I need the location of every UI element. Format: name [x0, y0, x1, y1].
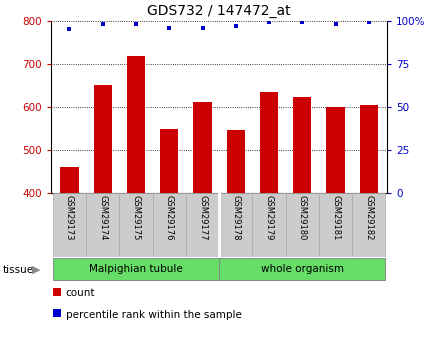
Text: GSM29180: GSM29180 [298, 195, 307, 240]
Point [66, 27, 73, 32]
Bar [219, 258, 385, 280]
Title: GDS732 / 147472_at: GDS732 / 147472_at [147, 4, 291, 18]
Text: Malpighian tubule: Malpighian tubule [89, 265, 183, 274]
Point [266, 20, 273, 25]
Bar [327, 107, 345, 193]
Text: ▶: ▶ [32, 265, 40, 275]
Bar [352, 193, 385, 257]
Bar [153, 193, 186, 257]
Text: GSM29175: GSM29175 [132, 195, 141, 240]
Point [133, 21, 140, 27]
Point [166, 25, 173, 30]
Text: GSM29178: GSM29178 [231, 195, 240, 240]
Bar [127, 56, 145, 193]
Bar [194, 102, 212, 193]
Point [232, 23, 239, 29]
Bar [119, 193, 153, 257]
Text: count: count [66, 288, 95, 298]
Bar [53, 193, 86, 257]
Text: GSM29173: GSM29173 [65, 195, 74, 240]
Bar [286, 193, 319, 257]
Text: tissue: tissue [2, 265, 33, 275]
Point [199, 25, 206, 30]
Bar [160, 129, 178, 193]
Bar [219, 193, 252, 257]
Bar [293, 98, 311, 193]
Point [99, 21, 106, 27]
Bar [360, 105, 378, 193]
Text: GSM29177: GSM29177 [198, 195, 207, 240]
Point [365, 20, 372, 25]
Bar [53, 258, 219, 280]
Bar [319, 193, 352, 257]
Point [332, 21, 339, 27]
Text: GSM29174: GSM29174 [98, 195, 107, 240]
Text: GSM29176: GSM29176 [165, 195, 174, 240]
Bar [252, 193, 286, 257]
Text: GSM29181: GSM29181 [331, 195, 340, 240]
Bar [227, 130, 245, 193]
Bar [86, 193, 119, 257]
Text: whole organism: whole organism [261, 265, 344, 274]
Text: GSM29182: GSM29182 [364, 195, 373, 240]
Bar [260, 92, 278, 193]
Text: percentile rank within the sample: percentile rank within the sample [66, 310, 242, 319]
Text: GSM29179: GSM29179 [265, 195, 274, 240]
Bar [93, 86, 112, 193]
Bar [61, 167, 79, 193]
Point [299, 20, 306, 25]
Bar [186, 193, 219, 257]
